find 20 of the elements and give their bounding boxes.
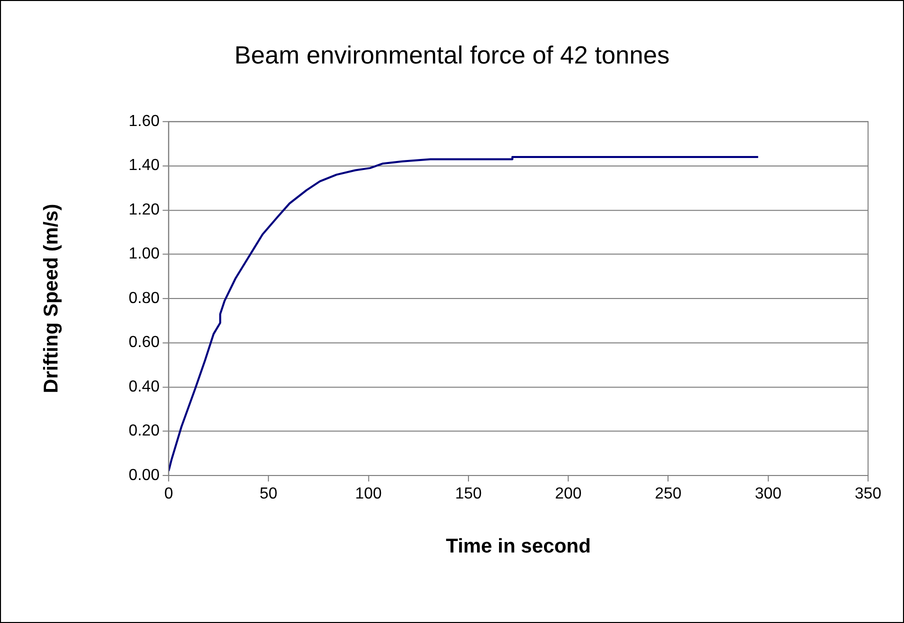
- x-tick-label: 300: [754, 485, 782, 502]
- y-tick-label: 1.20: [128, 201, 160, 218]
- y-axis-title: Drifting Speed (m/s): [40, 204, 62, 394]
- y-tick-label: 0.20: [128, 422, 160, 440]
- x-axis-title: Time in second: [446, 536, 591, 558]
- y-tick-label: 1.60: [128, 113, 160, 130]
- x-tick-label: 150: [455, 485, 482, 502]
- x-tick-label: 250: [654, 485, 682, 502]
- x-tick-label: 100: [355, 485, 382, 502]
- y-tick-label: 0.80: [128, 290, 160, 307]
- y-tick-label: 0.00: [128, 466, 160, 484]
- chart-title: Beam environmental force of 42 tonnes: [234, 42, 670, 70]
- x-tick-label: 50: [260, 485, 278, 502]
- y-tick-label: 0.60: [128, 334, 160, 352]
- y-tick-label: 1.00: [128, 246, 160, 263]
- x-tick-label: 350: [854, 485, 882, 502]
- y-tick-label: 1.40: [128, 157, 160, 174]
- y-tick-label: 0.40: [128, 378, 160, 396]
- x-tick-label: 200: [555, 485, 582, 502]
- x-tick-label: 0: [164, 485, 174, 502]
